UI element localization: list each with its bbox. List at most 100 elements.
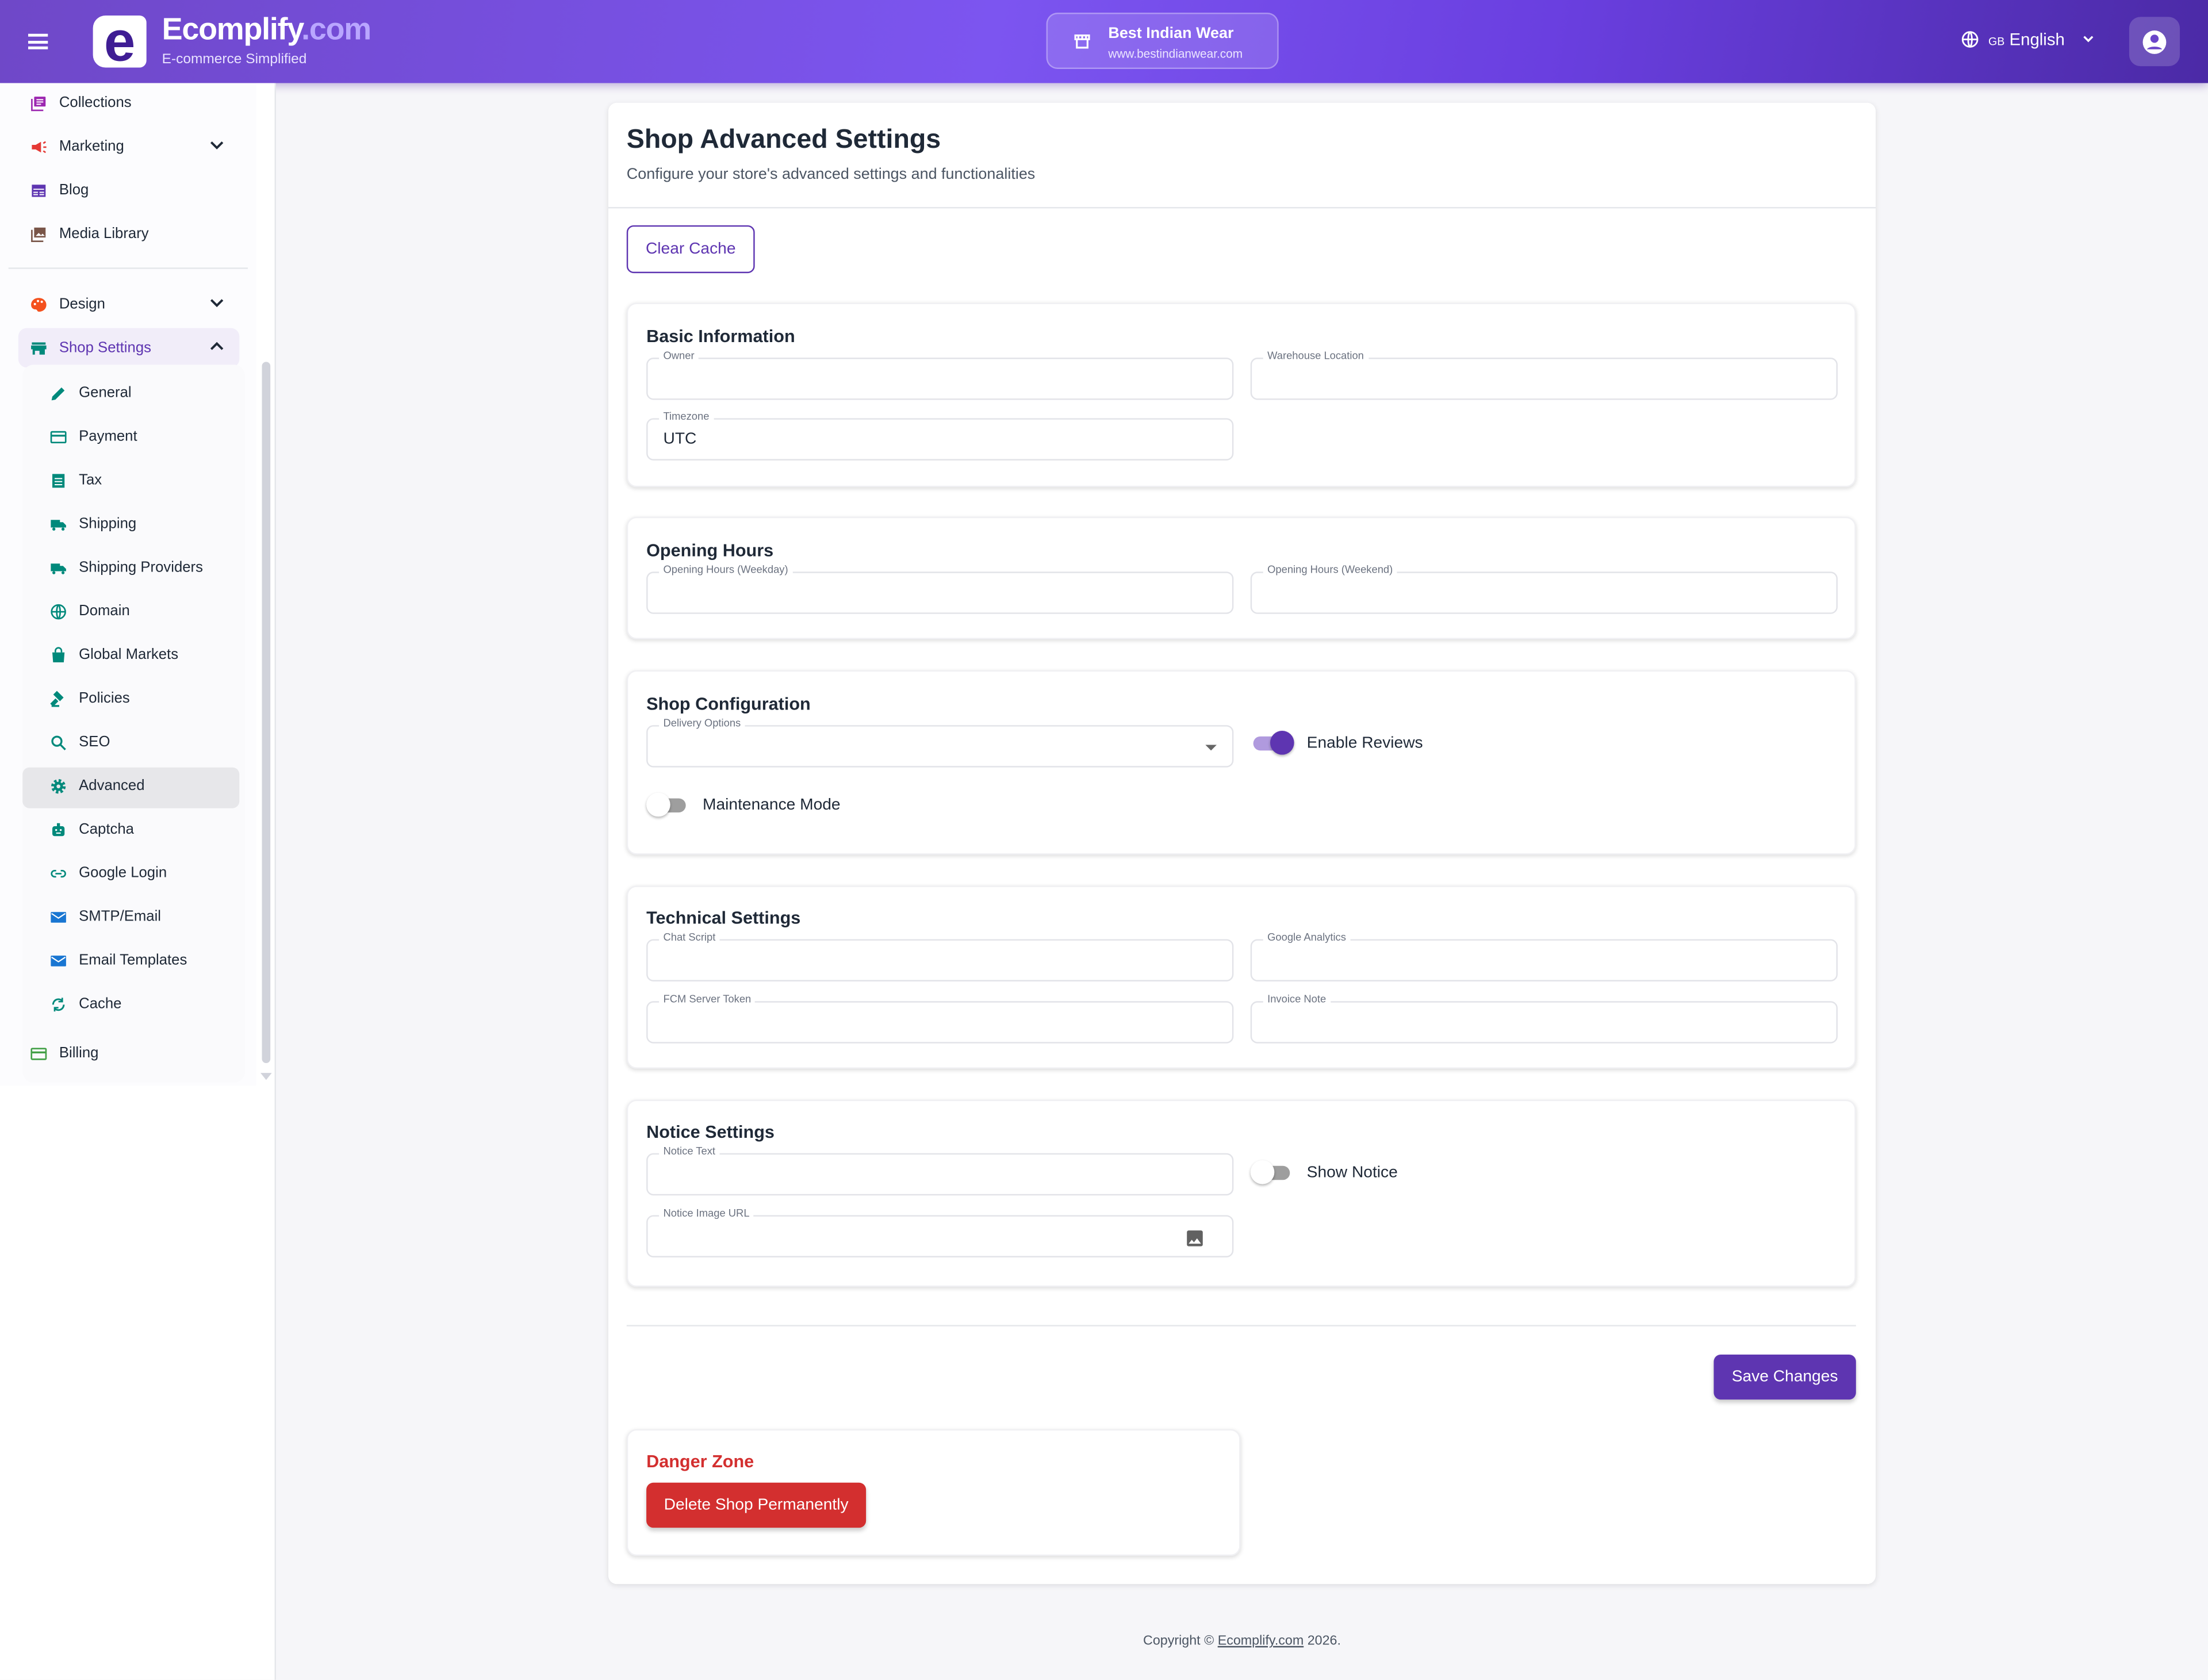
- field-label: FCM Server Token: [659, 992, 756, 1007]
- credit-card-icon-wrap: [28, 1044, 48, 1063]
- fcm-server-token-field[interactable]: FCM Server Token: [646, 992, 1234, 1044]
- sidebar-item-label: Collections: [59, 94, 132, 112]
- weekday-hours-field[interactable]: Opening Hours (Weekday): [646, 563, 1234, 614]
- sidebar-item-captcha[interactable]: Captcha: [48, 815, 259, 843]
- brand-name: Ecomplify.com: [162, 11, 372, 48]
- chevron-down-icon[interactable]: [208, 137, 225, 154]
- field-value: UTC: [663, 431, 697, 448]
- warehouse-location-field[interactable]: Warehouse Location: [1250, 349, 1838, 400]
- sidebar-item-general[interactable]: General: [48, 379, 259, 407]
- sidebar-item-global-markets[interactable]: Global Markets: [48, 640, 259, 669]
- store-icon: [1074, 34, 1090, 49]
- field-label: Notice Image URL: [659, 1206, 754, 1221]
- section-title: Basic Information: [646, 327, 795, 347]
- active-parent-bg: [18, 328, 240, 368]
- owner-field[interactable]: Owner: [646, 349, 1234, 400]
- sidebar-item-label: Shipping Providers: [79, 559, 204, 576]
- sidebar-item-design[interactable]: Design: [28, 290, 239, 318]
- sidebar-scrollbar[interactable]: [262, 362, 271, 1063]
- robot-icon: [51, 822, 64, 836]
- dropdown-arrow-icon: [1205, 745, 1217, 751]
- top-header: e Ecomplify.com E-commerce Simplified Be…: [0, 0, 2208, 83]
- sidebar-item-policies[interactable]: Policies: [48, 684, 259, 712]
- sidebar-item-marketing[interactable]: Marketing: [28, 132, 239, 160]
- chevron-up-icon[interactable]: [208, 338, 225, 355]
- notice-image-url-field[interactable]: Notice Image URL: [646, 1206, 1234, 1257]
- truck-icon: [50, 519, 66, 530]
- store-switcher[interactable]: Best Indian Wear www.bestindianwear.com: [1046, 13, 1279, 70]
- palette-icon: [30, 297, 46, 311]
- sidebar-item-label: Blog: [59, 181, 89, 199]
- field-label: Notice Text: [659, 1145, 720, 1159]
- shop-configuration-section: Shop Configuration Delivery Options Enab…: [626, 670, 1856, 855]
- sidebar-item-label: Shop Settings: [59, 339, 151, 356]
- pencil-icon: [51, 386, 64, 400]
- field-label: Opening Hours (Weekend): [1263, 563, 1397, 578]
- sidebar-item-blog[interactable]: Blog: [28, 176, 239, 204]
- megaphone-icon: [31, 140, 46, 153]
- globe-icon: [50, 603, 66, 619]
- clear-cache-button[interactable]: Clear Cache: [626, 225, 755, 274]
- search-icon-wrap: [48, 732, 67, 751]
- sidebar-item-label: Media Library: [59, 225, 149, 243]
- sidebar-item-advanced[interactable]: Advanced: [48, 772, 259, 800]
- enable-reviews-toggle[interactable]: Enable Reviews: [1253, 731, 1423, 755]
- sidebar-item-media-library[interactable]: Media Library: [28, 220, 239, 248]
- credit-card-icon: [30, 1047, 47, 1060]
- section-title: Opening Hours: [646, 540, 774, 561]
- sidebar-item-cache[interactable]: Cache: [48, 990, 259, 1018]
- maintenance-mode-toggle[interactable]: Maintenance Mode: [646, 792, 841, 817]
- sidebar-item-shipping-providers[interactable]: Shipping Providers: [48, 553, 259, 581]
- palette-icon-wrap: [28, 294, 48, 314]
- sidebar-item-collections[interactable]: Collections: [28, 89, 239, 117]
- sidebar-item-label: Google Login: [79, 864, 167, 882]
- invoice-note-field[interactable]: Invoice Note: [1250, 992, 1838, 1044]
- save-changes-button[interactable]: Save Changes: [1713, 1354, 1856, 1400]
- sidebar-item-seo[interactable]: SEO: [48, 728, 259, 756]
- sidebar-item-label: Captcha: [79, 820, 134, 838]
- notice-settings-section: Notice Settings Notice Text Show Notice …: [626, 1099, 1856, 1287]
- scroll-down-arrow-icon[interactable]: [260, 1073, 272, 1080]
- delivery-options-select[interactable]: Delivery Options: [646, 716, 1234, 768]
- sidebar-item-google-login[interactable]: Google Login: [48, 859, 259, 887]
- timezone-field[interactable]: Timezone UTC: [646, 409, 1234, 461]
- language-selector[interactable]: GB English: [1960, 29, 2096, 49]
- chevron-down-icon[interactable]: [208, 294, 225, 311]
- chat-script-field[interactable]: Chat Script: [646, 930, 1234, 981]
- section-title: Notice Settings: [646, 1122, 775, 1142]
- menu-icon[interactable]: [28, 33, 48, 49]
- sidebar-item-email-templates[interactable]: Email Templates: [48, 946, 259, 975]
- toggle-label: Show Notice: [1306, 1164, 1398, 1182]
- megaphone-icon-wrap: [28, 137, 48, 156]
- sidebar-item-label: Cache: [79, 995, 122, 1012]
- weekend-hours-field[interactable]: Opening Hours (Weekend): [1250, 563, 1838, 614]
- sidebar-item-smtp-email[interactable]: SMTP/Email: [48, 903, 259, 931]
- notice-text-field[interactable]: Notice Text: [646, 1145, 1234, 1196]
- account-avatar[interactable]: [2129, 17, 2180, 67]
- danger-zone-title: Danger Zone: [646, 1451, 754, 1472]
- field-label: Owner: [659, 349, 699, 363]
- section-title: Shop Configuration: [646, 694, 811, 714]
- footer-link[interactable]: Ecomplify.com: [1217, 1633, 1304, 1649]
- sidebar-item-payment[interactable]: Payment: [48, 423, 259, 451]
- sidebar-item-billing[interactable]: Billing: [28, 1039, 239, 1067]
- google-analytics-field[interactable]: Google Analytics: [1250, 930, 1838, 981]
- show-notice-toggle[interactable]: Show Notice: [1250, 1160, 1398, 1184]
- sidebar-item-label: General: [79, 384, 132, 401]
- gear-icon-wrap: [48, 776, 67, 795]
- brand-logo[interactable]: e: [93, 13, 147, 70]
- store-icon: [30, 342, 46, 354]
- delete-shop-button[interactable]: Delete Shop Permanently: [646, 1482, 867, 1528]
- sidebar-item-domain[interactable]: Domain: [48, 597, 259, 625]
- sidebar-item-label: Advanced: [79, 777, 145, 795]
- collections-icon-wrap: [28, 93, 48, 113]
- gear-icon: [50, 778, 66, 793]
- sidebar-item-label: Billing: [59, 1045, 99, 1062]
- sidebar-item-shipping[interactable]: Shipping: [48, 510, 259, 538]
- sidebar-item-shop-settings[interactable]: Shop Settings: [28, 333, 239, 362]
- gavel-icon-wrap: [48, 689, 67, 708]
- image-icon[interactable]: [1184, 1228, 1206, 1249]
- sidebar-item-label: Payment: [79, 428, 137, 445]
- sidebar-item-tax[interactable]: Tax: [48, 466, 259, 494]
- link-icon-wrap: [48, 863, 67, 883]
